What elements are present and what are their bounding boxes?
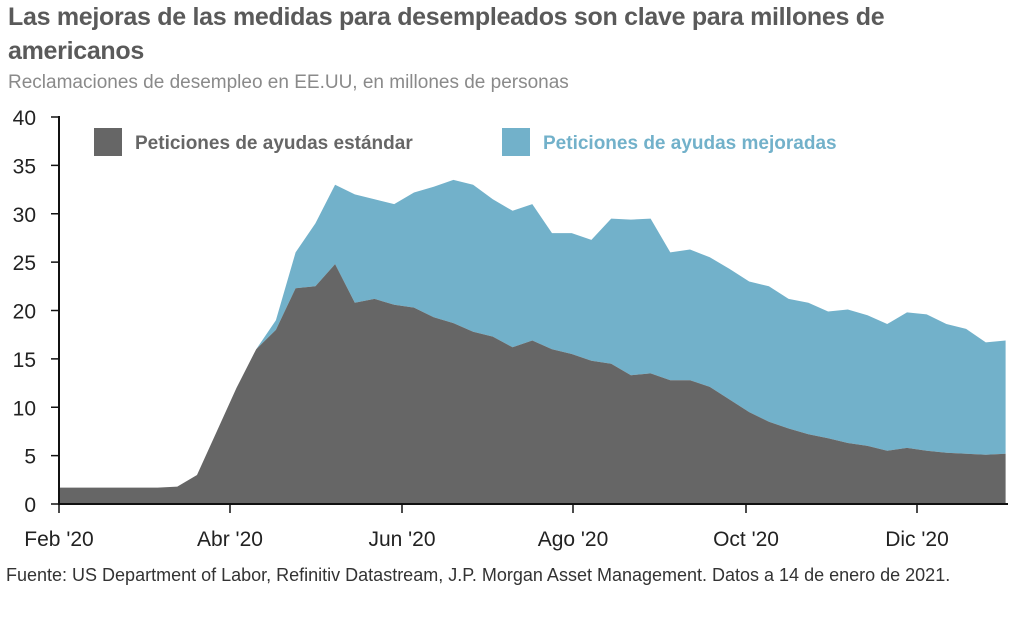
x-tick-label: Ago '20 (538, 528, 609, 551)
source-note: Fuente: US Department of Labor, Refiniti… (6, 565, 951, 585)
y-tick-label: 10 (13, 397, 36, 420)
x-tick-label: Jun '20 (368, 528, 435, 551)
x-tick-label: Feb '20 (24, 528, 93, 551)
chart-subtitle: Reclamaciones de desempleo en EE.UU, en … (8, 72, 569, 93)
y-tick-label: 25 (13, 252, 36, 275)
areas-group (59, 179, 1006, 504)
legend-swatch-enhanced (502, 128, 530, 156)
y-tick-label: 0 (24, 494, 36, 517)
legend: Peticiones de ayudas estándar Peticiones… (94, 128, 837, 156)
chart: 0 5 10 15 20 25 30 35 40 Feb '20 Abr '20 Jun '20 Ago… (13, 107, 1008, 551)
axes-group: 0 5 10 15 20 25 30 35 40 Feb '20 Abr '20 Jun '20 Ago… (13, 107, 1008, 551)
x-tick-label: Abr '20 (197, 528, 263, 551)
chart-title: Las mejoras de las medidas para desemple… (8, 3, 885, 65)
x-tick-label: Oct '20 (713, 528, 779, 551)
legend-label-standard: Peticiones de ayudas estándar (135, 133, 413, 154)
legend-label-enhanced: Peticiones de ayudas mejoradas (543, 133, 837, 154)
y-tick-label: 20 (13, 301, 36, 324)
y-tick-label: 40 (13, 107, 36, 130)
y-tick-label: 30 (13, 204, 36, 227)
area-series-0 (59, 264, 1006, 504)
legend-swatch-standard (94, 128, 122, 156)
y-tick-label: 35 (13, 155, 36, 178)
x-tick-label: Dic '20 (885, 528, 949, 551)
y-tick-label: 15 (13, 349, 36, 372)
y-tick-label: 5 (24, 446, 36, 469)
area-series-1 (59, 179, 1006, 488)
